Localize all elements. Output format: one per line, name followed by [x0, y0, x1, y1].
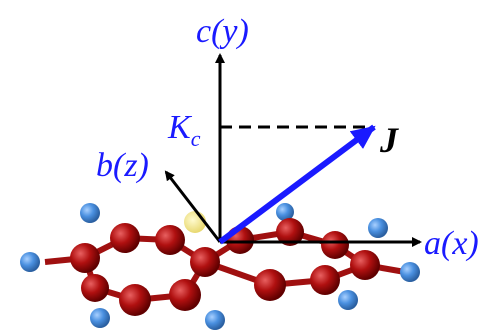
c-axis-label: c(y): [196, 13, 249, 50]
projection-label: Kc: [167, 109, 201, 151]
projection-sub: c: [191, 126, 201, 151]
diagram: c(y) a(x) b(z) J Kc: [0, 0, 497, 335]
projection-main: K: [167, 109, 193, 146]
b-axis-label: b(z): [96, 147, 149, 184]
page: c(y) a(x) b(z) J Kc (() => { const data …: [0, 0, 497, 335]
a-axis-label: a(x): [424, 225, 479, 262]
vector-label: J: [379, 120, 399, 160]
